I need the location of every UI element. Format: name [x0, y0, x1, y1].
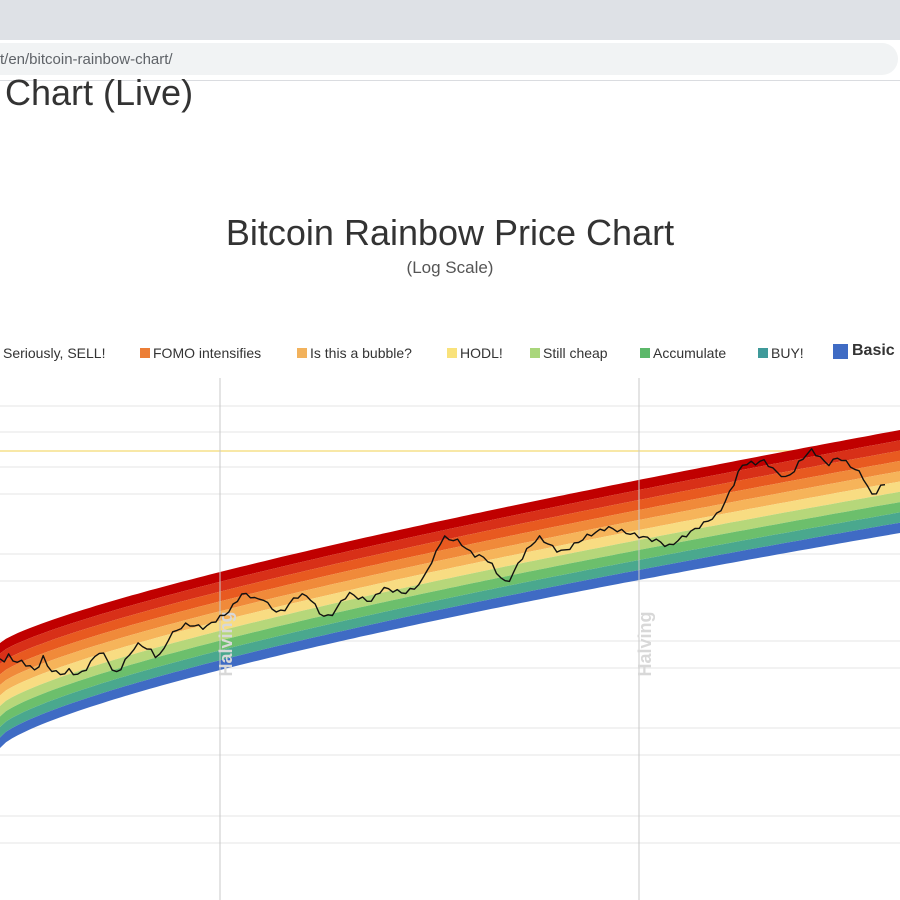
legend-swatch [833, 343, 848, 359]
rainbow-band [0, 450, 900, 675]
price-series [0, 448, 886, 676]
price-line [0, 448, 886, 676]
page-title: Chart (Live) [5, 72, 194, 113]
legend-label: BUY! [771, 345, 804, 361]
legend-label: Still cheap [543, 345, 608, 361]
rainbow-band [0, 512, 900, 738]
legend-label: Basic [852, 342, 895, 359]
rainbow-band [0, 430, 900, 654]
chart-subtitle: (Log Scale) [406, 258, 494, 277]
chart-legend: Seriously, SELL! FOMO intensifies Is thi… [0, 342, 900, 369]
rainbow-band [0, 522, 900, 748]
legend-item-still-cheap[interactable]: Still cheap [530, 345, 608, 361]
legend-item-is-this-a-bubble[interactable]: Is this a bubble? [297, 345, 412, 361]
rainbow-band [0, 460, 900, 685]
rainbow-band [0, 440, 900, 664]
halving-label: Halving [216, 611, 236, 676]
chart-title: Bitcoin Rainbow Price Chart [225, 212, 675, 253]
rainbow-band [0, 502, 900, 727]
rainbow-bands [0, 430, 900, 748]
legend-swatch [758, 348, 768, 358]
legend-item-hodl[interactable]: HODL! [447, 345, 503, 361]
halving-label: Halving [635, 611, 655, 676]
legend-label: Accumulate [653, 345, 727, 361]
legend-item-fomo-intensifies[interactable]: FOMO intensifies [140, 345, 261, 361]
halving-markers: Halving Halving [216, 378, 655, 900]
legend-swatch [640, 348, 650, 358]
toolbar-divider [0, 80, 900, 81]
legend-item-accumulate[interactable]: Accumulate [640, 345, 726, 361]
rainbow-chart-plot: Halving Halving [0, 378, 900, 900]
legend-label: FOMO intensifies [153, 345, 262, 361]
legend-swatch [447, 348, 457, 358]
legend-swatch [297, 348, 307, 358]
legend-swatch [140, 348, 150, 358]
legend-label: HODL! [460, 345, 503, 361]
rainbow-band [0, 471, 900, 696]
legend-label: Seriously, SELL! [3, 345, 106, 361]
browser-tab-strip [0, 0, 900, 40]
legend-item-basic[interactable]: Basic [833, 342, 895, 360]
rainbow-band [0, 491, 900, 717]
legend-item-seriously-sell[interactable]: Seriously, SELL! [0, 345, 105, 361]
url-text[interactable]: t/en/bitcoin-rainbow-chart/ [0, 50, 173, 68]
legend-item-buy[interactable]: BUY! [758, 345, 804, 361]
legend-label: Is this a bubble? [310, 345, 412, 361]
rainbow-band [0, 481, 900, 706]
address-bar[interactable]: t/en/bitcoin-rainbow-chart/ [0, 43, 898, 75]
legend-swatch [530, 348, 540, 358]
